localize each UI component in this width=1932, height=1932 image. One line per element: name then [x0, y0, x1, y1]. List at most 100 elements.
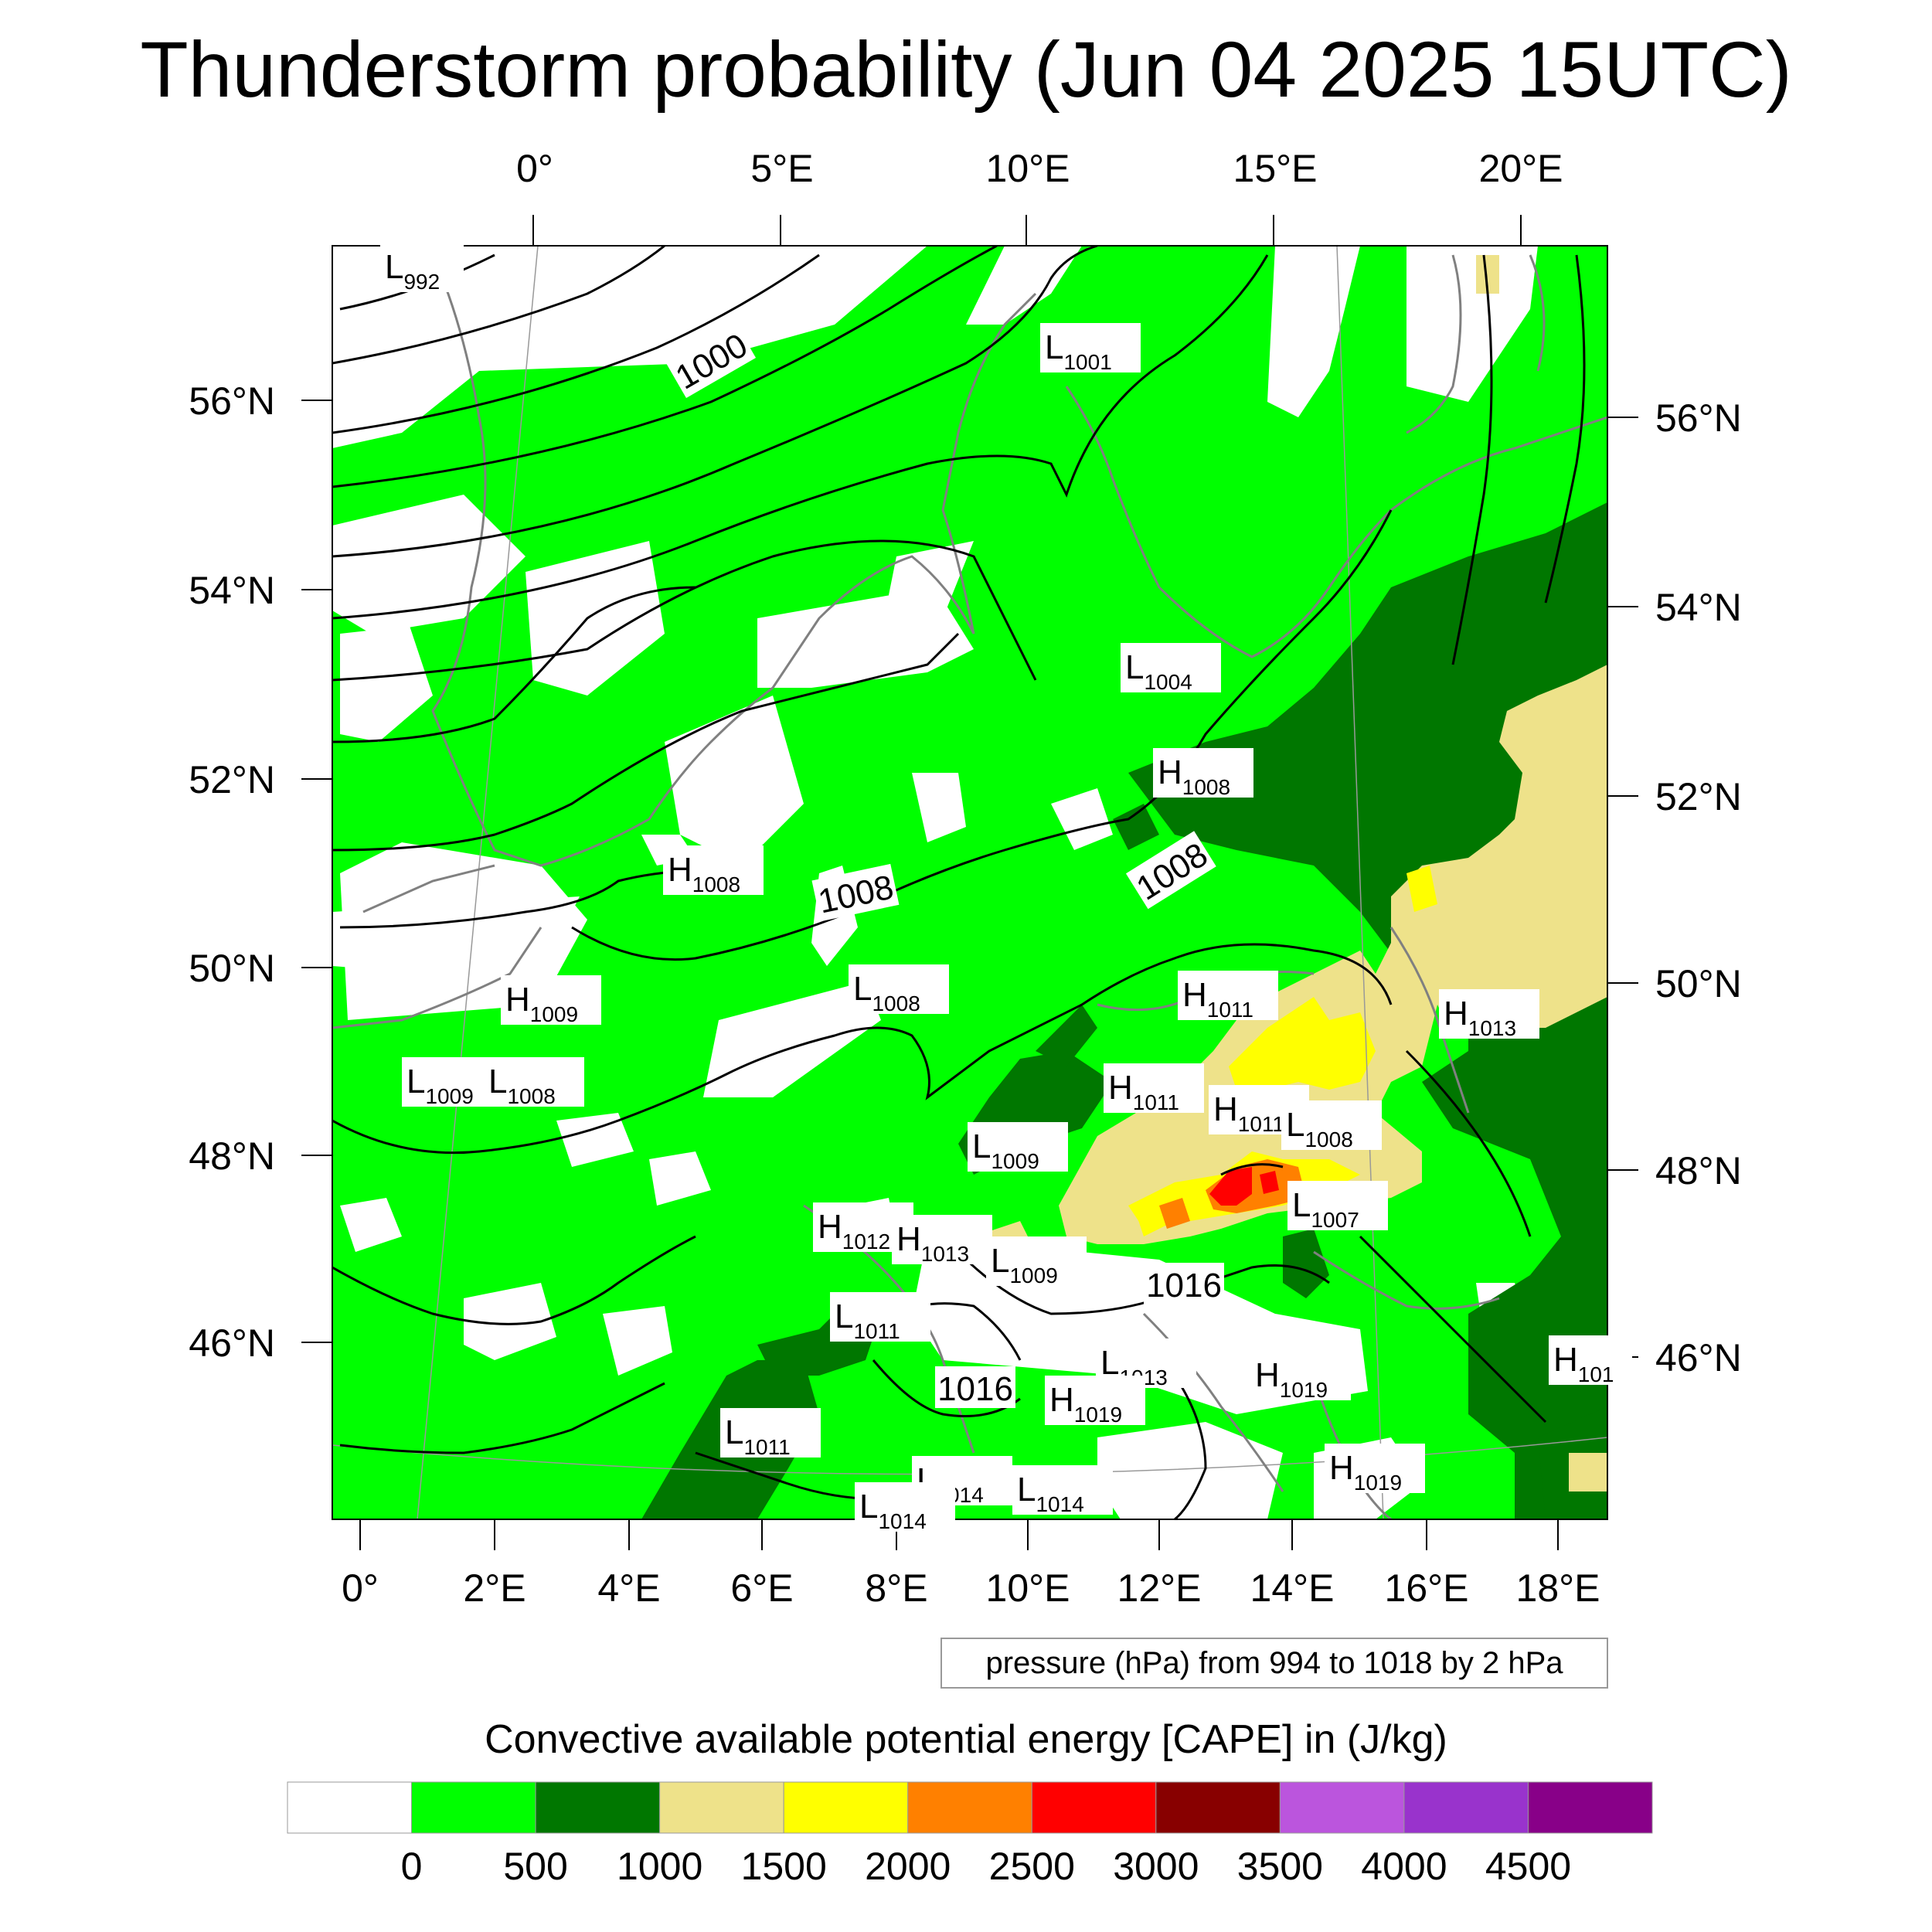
isobar-label: 1016 [1146, 1267, 1222, 1304]
pressure-center-label-bg [968, 1122, 1068, 1172]
top-lon-label: 15°E [1233, 147, 1318, 190]
right-lat-label: 46°N [1655, 1336, 1742, 1379]
left-latitude-labels: 56°N 54°N 52°N 50°N 48°N 46°N [189, 379, 275, 1365]
bottom-lon-label: 14°E [1250, 1566, 1335, 1610]
pressure-center-label: H1009 [501, 975, 601, 1026]
colorbar-swatch [783, 1781, 909, 1834]
colorbar-title: Convective available potential energy [C… [485, 1717, 1447, 1762]
pressure-center-labels: L992 L1001 L1004 H1008 H1008 L1008 H1009 L1009 L… [380, 243, 1632, 1533]
pressure-center-label: L1014 [1012, 1465, 1113, 1516]
pressure-center-label-bg [484, 1057, 584, 1107]
colorbar-swatch [907, 1781, 1032, 1834]
left-lat-label: 54°N [189, 569, 275, 612]
pressure-center-text: L1004 [1125, 648, 1192, 694]
colorbar-tick-label: 500 [503, 1845, 567, 1888]
pressure-center-label-bg [663, 845, 764, 895]
right-lat-label: 52°N [1655, 775, 1742, 818]
colorbar-tick-label: 4000 [1361, 1845, 1447, 1888]
colorbar-swatch [1155, 1781, 1281, 1834]
bottom-lon-label: 12°E [1117, 1566, 1202, 1610]
right-latitude-labels: 56°N 54°N 52°N 50°N 48°N 46°N [1655, 396, 1742, 1379]
pressure-center-label-bg [380, 243, 464, 292]
pressure-center-label: H1019 [1250, 1351, 1351, 1402]
pressure-center-label: L1008 [849, 964, 949, 1015]
colorbar [287, 1781, 1653, 1834]
pressure-center-label: H1013 [892, 1215, 992, 1266]
pressure-center-label-bg [1250, 1351, 1351, 1400]
bottom-lon-label: 4°E [597, 1566, 660, 1610]
bottom-lon-label: 0° [342, 1566, 379, 1610]
pressure-center-text: H1019 [1049, 1381, 1122, 1427]
info-box [940, 1638, 1608, 1689]
isobars [332, 246, 1586, 1519]
colorbar-tick-label: 3000 [1113, 1845, 1199, 1888]
pressure-center-text: L1008 [853, 970, 920, 1015]
pressure-center-label: L1001 [1040, 323, 1141, 374]
pressure-center-text: L1009 [406, 1063, 474, 1108]
map-title: Thunderstorm probability (Jun 04 2025 15… [140, 26, 1792, 114]
pressure-center-label-bg [1045, 1376, 1145, 1425]
pressure-center-text: H1013 [1444, 995, 1516, 1040]
cape-2500-region [1209, 1167, 1279, 1206]
pressure-center-text: H1011 [1108, 1069, 1179, 1114]
pressure-center-label: H101 [1549, 1335, 1632, 1386]
pressure-center-label-bg [1549, 1335, 1632, 1385]
colorbar-tick-label: 0 [401, 1845, 423, 1888]
top-lon-label: 0° [516, 147, 553, 190]
pressure-center-label-bg [892, 1215, 992, 1264]
top-lon-label: 10°E [986, 147, 1070, 190]
pressure-center-text: L1007 [1292, 1186, 1359, 1232]
pressure-center-label-bg [1153, 748, 1253, 798]
pressure-center-label: H1019 [1325, 1444, 1425, 1495]
pressure-center-label: H1013 [1439, 989, 1539, 1040]
bottom-lon-label: 2°E [463, 1566, 526, 1610]
pressure-center-label: L1008 [484, 1057, 584, 1108]
bottom-lon-label: 18°E [1516, 1566, 1600, 1610]
pressure-center-label: L1009 [986, 1236, 1087, 1287]
colorbar-swatch [1527, 1781, 1653, 1834]
bottom-lon-label: 6°E [730, 1566, 793, 1610]
colorbar-tick-label: 2500 [989, 1845, 1075, 1888]
pressure-center-label-bg [1040, 323, 1141, 372]
left-lat-label: 56°N [189, 379, 275, 423]
pressure-center-label: L1011 [830, 1292, 930, 1343]
pressure-center-text: H1009 [505, 981, 578, 1026]
pressure-center-text: L1014 [1017, 1471, 1084, 1516]
top-longitude-labels: 0° 5°E 10°E 15°E 20°E [516, 147, 1563, 190]
pressure-center-label-bg [1121, 643, 1221, 692]
right-lat-label: 56°N [1655, 396, 1742, 440]
pressure-center-label: L1007 [1287, 1181, 1388, 1232]
left-lat-label: 46°N [189, 1321, 275, 1365]
map-area [332, 246, 1607, 1519]
colorbar-tick-label: 4500 [1485, 1845, 1571, 1888]
pressure-center-label: L1014 [855, 1482, 955, 1533]
pressure-center-label: L1004 [1121, 643, 1221, 694]
map-frame [332, 245, 1608, 1520]
bottom-lon-label: 10°E [986, 1566, 1070, 1610]
pressure-center-label-bg [1281, 1100, 1382, 1150]
pressure-center-label-bg [986, 1236, 1087, 1286]
colorbar-swatch [659, 1781, 784, 1834]
right-lat-label: 48°N [1655, 1149, 1742, 1192]
pressure-center-text: H1019 [1329, 1449, 1402, 1495]
pressure-center-text: H1013 [896, 1220, 969, 1266]
pressure-center-label-bg [1178, 971, 1278, 1020]
pressure-center-text: L1014 [859, 1488, 927, 1533]
colorbar-tick-label: 2000 [865, 1845, 951, 1888]
pressure-center-label-bg [1104, 1063, 1204, 1113]
pressure-center-label-bg [1012, 1465, 1113, 1515]
pressure-center-text: H101 [1553, 1341, 1614, 1386]
pressure-center-label-bg [1325, 1444, 1425, 1493]
map-ticks [301, 215, 1638, 1550]
colorbar-swatch [1279, 1781, 1405, 1834]
pressure-center-text: L1001 [1045, 328, 1112, 374]
left-lat-label: 52°N [189, 758, 275, 801]
info-box-text: pressure (hPa) from 994 to 1018 by 2 hPa [985, 1646, 1563, 1680]
pressure-center-text: L1008 [1286, 1106, 1353, 1151]
colorbar-tick-label: 1000 [617, 1845, 702, 1888]
left-lat-label: 50°N [189, 947, 275, 990]
pressure-center-label-bg [830, 1292, 930, 1342]
bottom-lon-label: 8°E [865, 1566, 927, 1610]
colorbar-swatch [287, 1781, 413, 1834]
